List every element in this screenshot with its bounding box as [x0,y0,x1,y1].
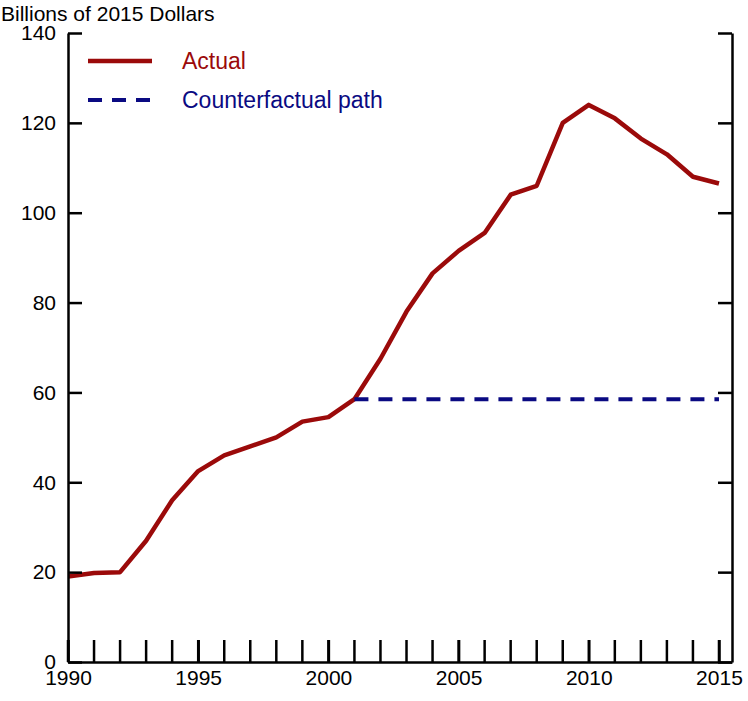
x-minor-tick [640,640,643,662]
x-minor-tick [509,640,512,662]
y-tick-label: 0 [44,650,56,673]
x-minor-tick [353,640,356,662]
y-axis-title: Billions of 2015 Dollars [1,2,215,25]
y-tick-label: 80 [33,291,56,314]
y-tick: 100 [21,201,82,224]
x-minor-tick [561,640,564,662]
y-tick-mark [68,122,82,125]
y-tick-mark [68,32,82,35]
x-tick: 1995 [175,640,222,689]
y-right-tick [718,213,732,214]
legend-item: Actual [88,48,246,74]
legend-item: Counterfactual path [88,87,383,113]
x-tick-mark [328,640,331,662]
y-right-tick [718,392,732,393]
x-minor-tick [405,640,408,662]
y-right-tick-mark [718,122,732,125]
y-right-tick [718,662,732,663]
y-tick-label: 100 [21,201,56,224]
x-minor-ticks [68,640,719,662]
legend-key [88,98,152,102]
x-tick-mark [197,640,200,662]
x-tick: 2005 [436,640,483,689]
x-minor-tick [327,640,330,662]
legend: Actual Counterfactual path [88,48,383,113]
x-minor-tick [588,640,591,662]
series-line [68,105,719,577]
x-minor-tick [666,640,669,662]
y-tick-label: 20 [33,560,56,583]
y-axis-right-line [731,34,734,663]
plot-area [68,105,719,577]
x-minor-tick [535,640,538,662]
x-tick-label: 1995 [175,666,222,689]
x-tick-mark [588,640,591,662]
x-minor-tick [457,640,460,662]
x-tick-mark [458,640,461,662]
y-tick: 80 [33,291,82,314]
x-minor-tick [197,640,200,662]
y-tick-label: 120 [21,111,56,134]
y-axis: 020406080100120140 [21,21,82,673]
y-tick-mark [68,482,82,485]
y-axis-line [67,34,70,663]
x-minor-tick [692,640,695,662]
y-tick-mark [68,571,82,574]
x-tick: 2010 [566,640,613,689]
y-right-tick [718,303,732,304]
y-right-tick-mark [718,302,732,305]
y-right-tick-mark [718,482,732,485]
series-line [354,397,719,401]
x-tick-label: 2005 [436,666,483,689]
x-tick-label: 2000 [306,666,353,689]
x-minor-tick [275,640,278,662]
x-axis: 199019952000200520102015 [45,640,743,689]
x-tick: 2015 [696,640,743,689]
y-axis-right [718,34,733,663]
x-tick-mark [718,640,721,662]
legend-label: Counterfactual path [182,87,383,113]
x-tick-label: 2010 [566,666,613,689]
legend-label: Actual [182,48,246,74]
x-minor-tick [301,640,304,662]
x-minor-tick [119,640,122,662]
y-right-tick [718,482,732,483]
y-tick: 120 [21,111,82,134]
y-right-tick-mark [718,571,732,574]
y-tick-label: 40 [33,471,56,494]
y-tick: 40 [33,471,82,494]
x-minor-tick [614,640,617,662]
x-minor-tick [249,640,252,662]
y-tick-mark [68,392,82,395]
chart: 1990199520002005201020150204060801001201… [0,0,748,701]
y-tick: 20 [33,560,82,583]
x-minor-tick [718,640,721,662]
x-minor-tick [145,640,148,662]
y-right-tick [718,123,732,124]
x-minor-tick [379,640,382,662]
y-right-tick-mark [718,392,732,395]
x-minor-tick [483,640,486,662]
y-right-tick [718,33,732,34]
y-tick-mark [68,302,82,305]
x-minor-tick [171,640,174,662]
y-tick-mark [68,212,82,215]
x-minor-tick [223,640,226,662]
y-tick: 0 [44,650,82,673]
x-minor-tick [431,640,434,662]
x-minor-tick [93,640,96,662]
x-axis-line [69,661,733,664]
y-tick-label: 60 [33,381,56,404]
y-right-tick-mark [718,661,732,664]
y-right-tick-mark [718,32,732,35]
legend-key [88,59,152,64]
y-right-tick [718,572,732,573]
x-tick: 2000 [306,640,353,689]
x-tick-label: 2015 [696,666,743,689]
y-tick-mark [68,661,82,664]
y-right-tick-mark [718,212,732,215]
y-tick: 60 [33,381,82,404]
